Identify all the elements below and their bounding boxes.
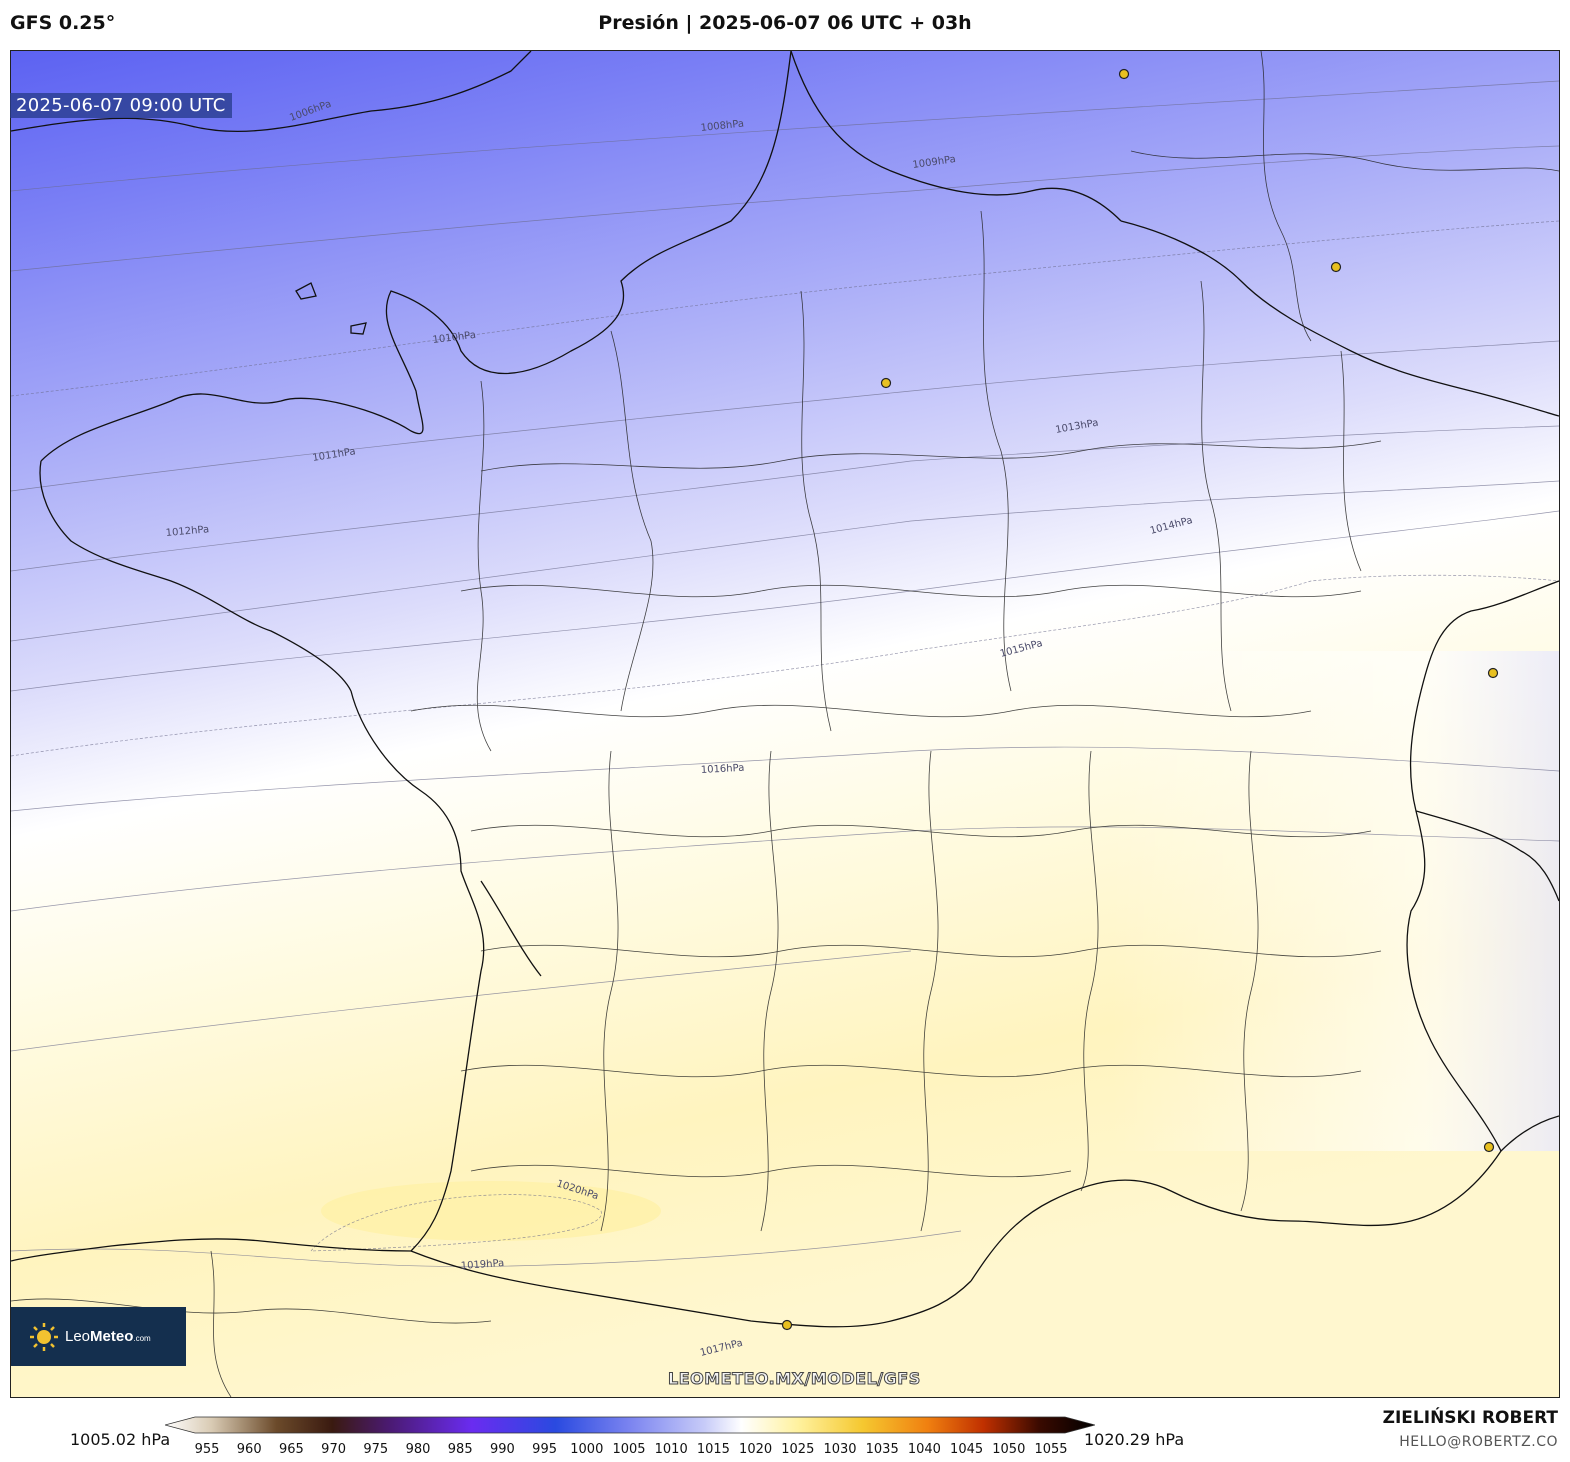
- isobar-1015: [11, 574, 1559, 757]
- admin-border: [980, 210, 1012, 692]
- admin-border: [480, 440, 1382, 472]
- colorbar-max-label: 1020.29 hPa: [1084, 1430, 1185, 1449]
- atlantic-coast: [350, 690, 485, 1252]
- isobar-1009: [11, 145, 1559, 272]
- colorbar: [165, 1416, 1095, 1434]
- admin-borders: [11, 51, 1559, 1397]
- colorbar-tick-label: 1040: [907, 1442, 941, 1457]
- pressure-field-east: [1111, 651, 1559, 1151]
- city-markers: [781, 68, 1499, 1331]
- logo-text: LeoMeteo.com: [65, 1328, 151, 1345]
- admin-border: [460, 584, 1362, 598]
- admin-border: [470, 824, 1372, 838]
- colorbar-tick-label: 980: [405, 1442, 431, 1457]
- colorbar-tick-label: 1005: [612, 1442, 646, 1457]
- admin-border: [476, 380, 492, 752]
- isobar-1013: [11, 480, 1559, 642]
- city-marker: [1118, 68, 1130, 80]
- colorbar-tick-label: 965: [278, 1442, 304, 1457]
- sun-icon: [30, 1322, 58, 1351]
- admin-border: [600, 750, 619, 1232]
- city-marker: [1330, 261, 1342, 273]
- admin-border: [1200, 280, 1232, 712]
- leometeo-logo: LeoMeteo.com: [11, 1307, 186, 1366]
- england-coast: [11, 51, 532, 132]
- admin-border: [1130, 150, 1559, 172]
- italy-border: [1415, 810, 1559, 902]
- colorbar-tick-label: 960: [236, 1442, 262, 1457]
- city-marker: [781, 1319, 793, 1331]
- city-marker: [880, 377, 892, 389]
- admin-border: [610, 330, 654, 712]
- admin-border: [800, 290, 832, 732]
- city-marker: [1483, 1141, 1495, 1153]
- colorbar-tick-label: 1000: [570, 1442, 604, 1457]
- colorbar-tick-label: 1050: [992, 1442, 1026, 1457]
- channel-islands: [295, 282, 367, 335]
- france-north-coast: [40, 51, 792, 462]
- colorbar-tick-label: 985: [447, 1442, 473, 1457]
- pyrenees-border: [410, 1250, 972, 1328]
- admin-border: [920, 750, 939, 1232]
- brittany-west: [39, 460, 352, 692]
- isobar-1016: [11, 746, 1559, 812]
- admin-border: [470, 1164, 1072, 1178]
- colorbar-tick-label: 995: [532, 1442, 558, 1457]
- map-title: Presión | 2025-06-07 06 UTC + 03h: [598, 12, 972, 34]
- colorbar-tick-label: 1015: [696, 1442, 730, 1457]
- isobar-label: 1010hPa: [432, 330, 477, 346]
- admin-border: [480, 944, 1382, 958]
- author-email[interactable]: HELLO@ROBERTZ.CO: [1399, 1434, 1558, 1450]
- colorbar-tick-label: 1010: [654, 1442, 688, 1457]
- colorbar-tick-label: 1030: [823, 1442, 857, 1457]
- isobar-label: 1012hPa: [165, 524, 209, 539]
- admin-border: [760, 750, 779, 1232]
- colorbar-tick-label: 1035: [865, 1442, 899, 1457]
- isobar-1017: [11, 826, 1559, 912]
- colorbar-tick-label: 970: [321, 1442, 347, 1457]
- isobar-1018: [11, 950, 912, 1052]
- admin-border: [1240, 750, 1259, 1212]
- isobar-1008: [11, 80, 1559, 192]
- colorbar-tick-label: 975: [363, 1442, 389, 1457]
- isobar-label: 1008hPa: [700, 118, 744, 133]
- gironde: [480, 880, 542, 977]
- map-canvas: 1006hPa 1008hPa 1009hPa 1010hPa 1011hPa …: [11, 51, 1559, 1397]
- valid-time-badge: 2025-06-07 09:00 UTC: [10, 93, 232, 118]
- admin-border: [11, 1298, 492, 1324]
- admin-border: [410, 704, 1312, 718]
- isobar-1019: [11, 1230, 962, 1267]
- model-label: GFS 0.25°: [10, 12, 116, 34]
- isobar-1014: [11, 510, 1559, 692]
- spain-north-coast: [11, 1238, 412, 1262]
- isobar-1020: [310, 1194, 602, 1252]
- pressure-map: 1006hPa 1008hPa 1009hPa 1010hPa 1011hPa …: [10, 50, 1560, 1398]
- isobar-label: 1016hPa: [701, 763, 745, 776]
- colorbar-tick-label: 1055: [1034, 1442, 1068, 1457]
- colorbar-tick-label: 990: [489, 1442, 515, 1457]
- colorbar-tick-label: 955: [194, 1442, 220, 1457]
- mediterranean-coast: [970, 1115, 1559, 1282]
- admin-border: [1340, 350, 1362, 572]
- colorbar-tick-label: 1020: [739, 1442, 773, 1457]
- colorbar-ticks: 955 960 965 970 975 980 985 990 995 1000 1005 1010 1…: [0, 1442, 1570, 1462]
- isobars: [11, 80, 1559, 1267]
- city-marker: [1487, 667, 1499, 679]
- coastlines-borders: [11, 51, 1559, 1328]
- admin-border: [1080, 750, 1099, 1192]
- colorbar-tick-label: 1045: [950, 1442, 984, 1457]
- watermark: LEOMETEO.MX/MODEL/GFS: [668, 1369, 921, 1389]
- admin-border: [460, 1064, 1362, 1078]
- colorbar-tick-label: 1025: [781, 1442, 815, 1457]
- colorbar-min-label: 1005.02 hPa: [70, 1430, 171, 1449]
- belgium-border: [790, 51, 1122, 222]
- isobar-label: 1019hPa: [460, 1258, 504, 1272]
- admin-border: [210, 1250, 232, 1397]
- author-credit: ZIELIŃSKI ROBERT: [1382, 1408, 1558, 1428]
- admin-border: [1260, 51, 1312, 342]
- isobar-1012: [11, 425, 1559, 572]
- germany-border: [1120, 220, 1559, 417]
- high-pressure-core: [321, 1181, 661, 1241]
- isobar-1011: [11, 340, 1559, 492]
